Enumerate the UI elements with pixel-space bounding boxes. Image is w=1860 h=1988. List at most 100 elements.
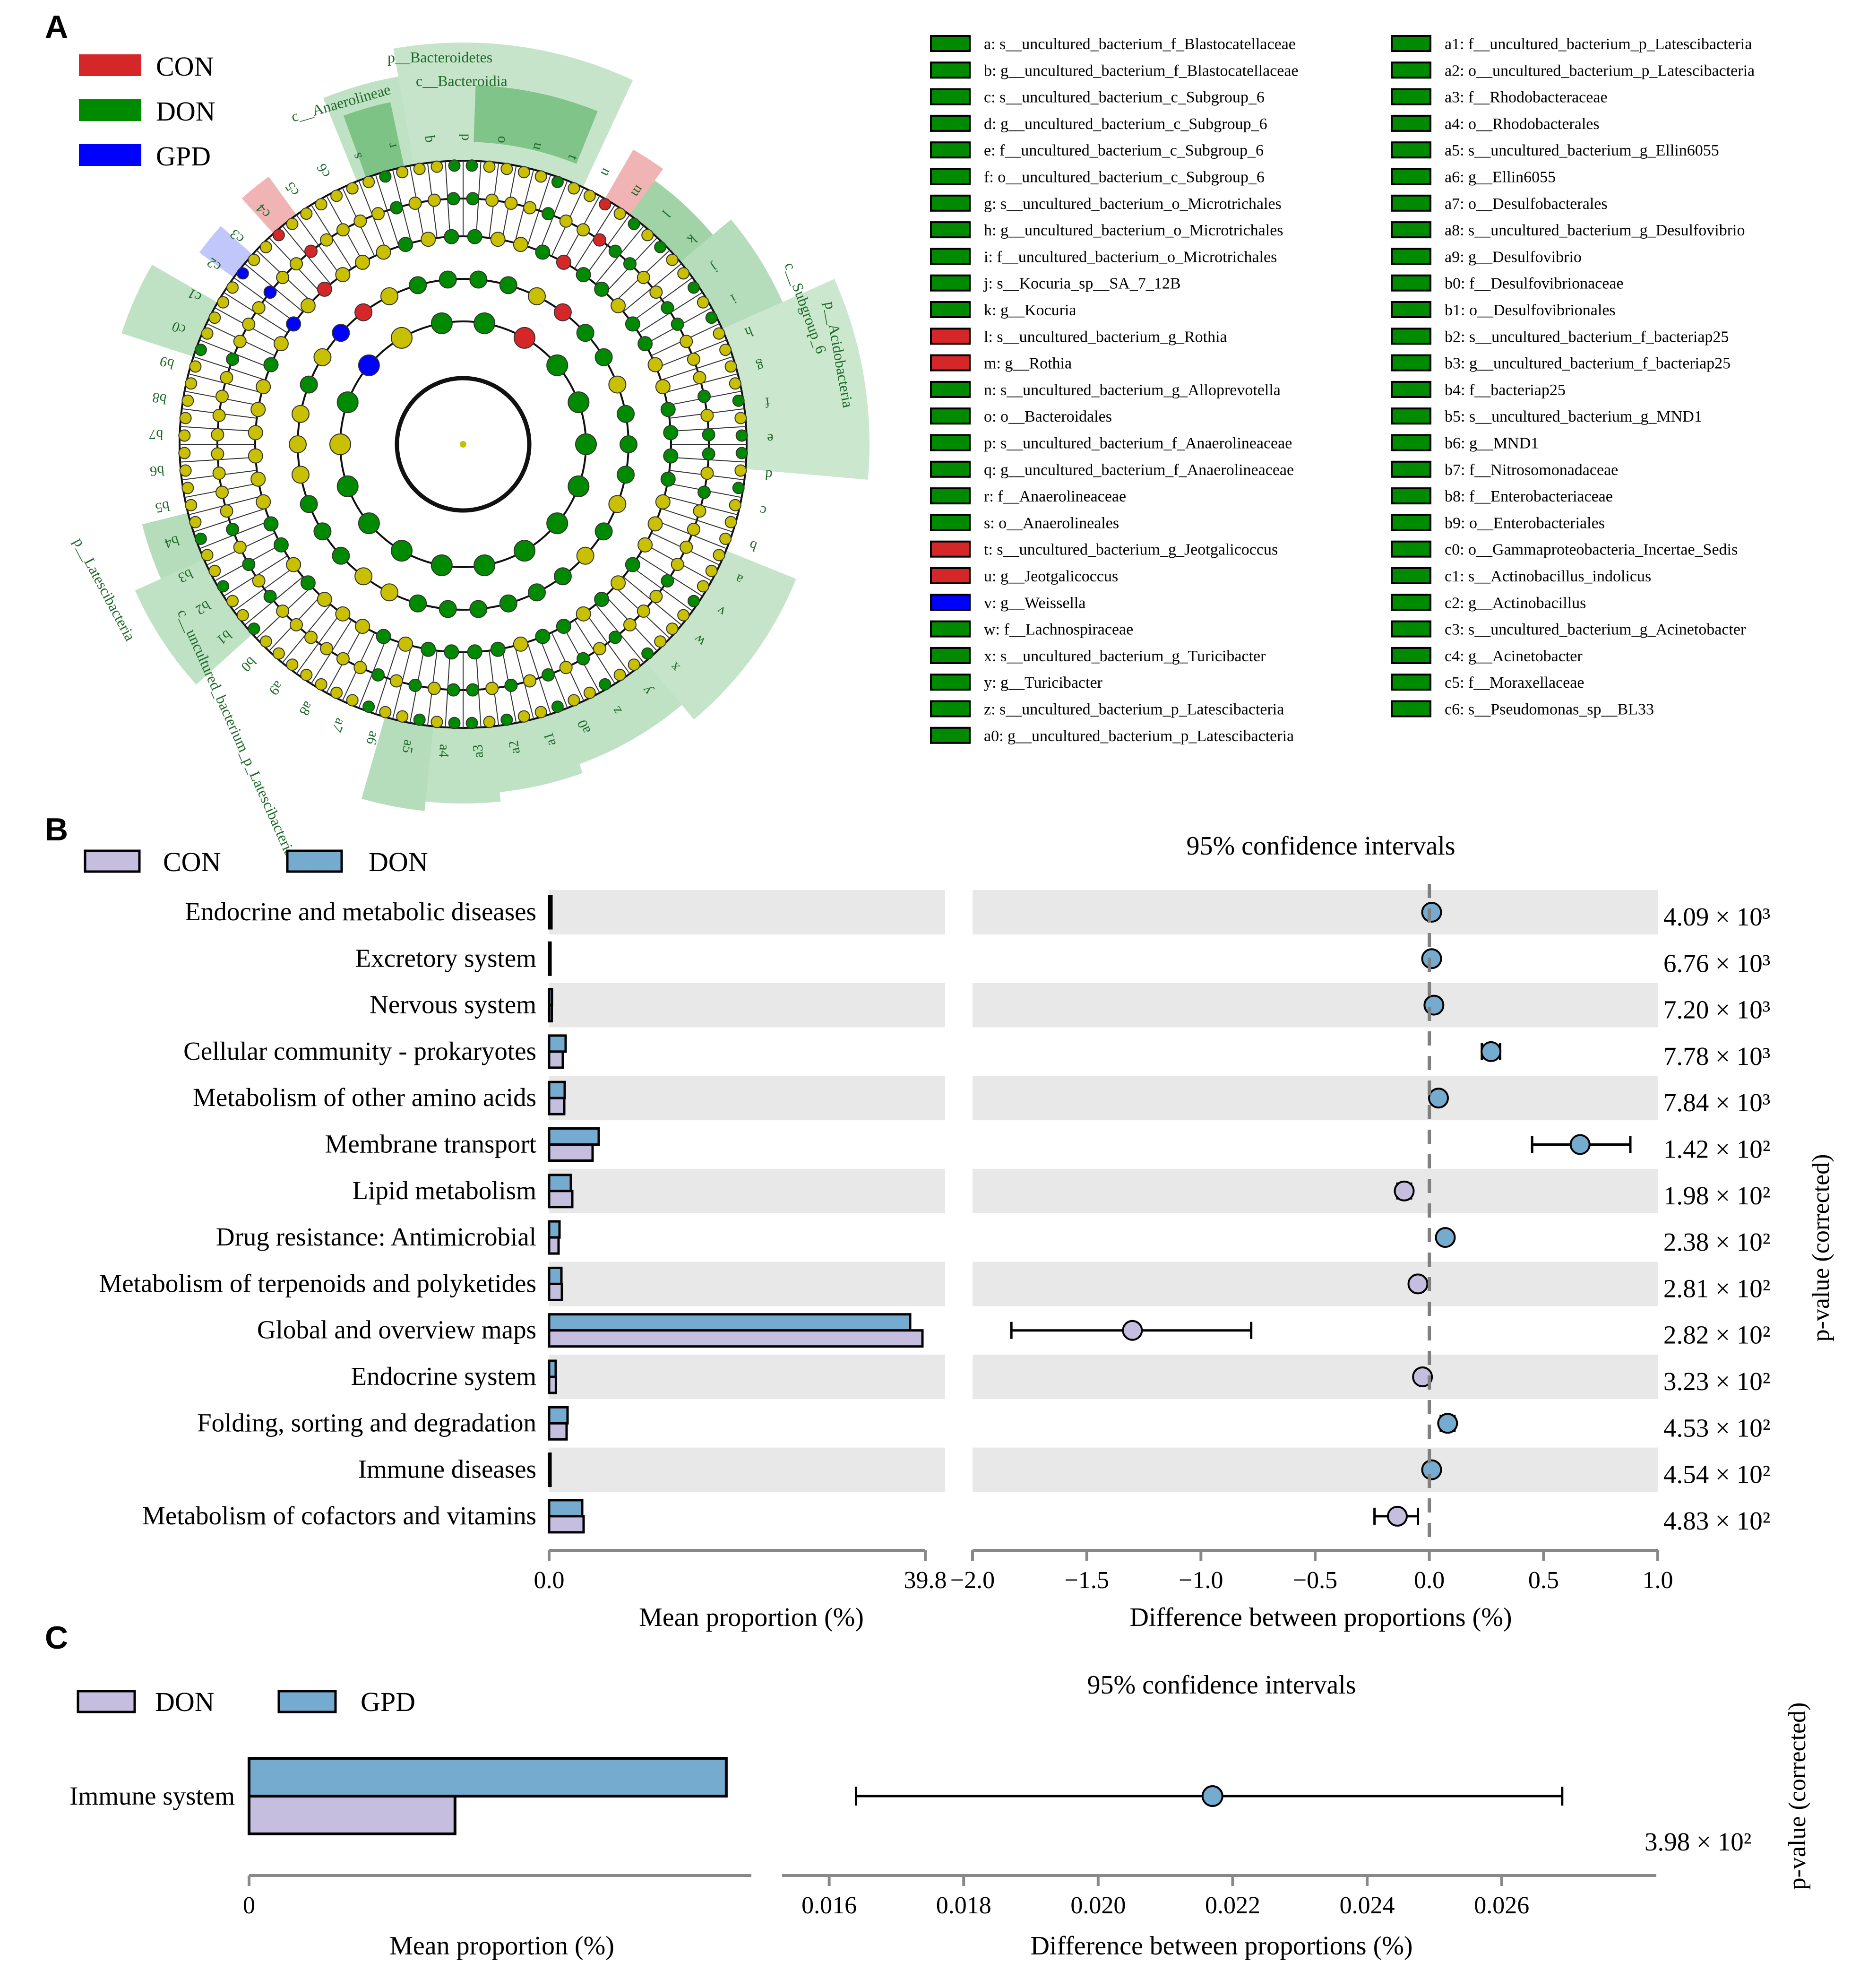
taxa-legend-label: r: f__Anaerolineaceae	[984, 488, 1126, 505]
cladogram-node	[724, 516, 737, 528]
cladogram-node	[389, 674, 403, 688]
cladogram-node	[217, 296, 230, 309]
cladogram-node	[637, 336, 653, 352]
cladogram-spoke	[661, 508, 733, 533]
category-label: Metabolism of other amino acids	[193, 1083, 536, 1112]
cladogram-node	[577, 223, 590, 237]
cladogram-node	[735, 429, 748, 442]
cladogram-node	[286, 217, 299, 230]
taxa-legend-label: k: g__Kocuria	[984, 302, 1076, 319]
panel-c-ci-title: 95% confidence intervals	[1087, 1670, 1356, 1700]
bar-con	[548, 1515, 585, 1534]
cladogram-node	[233, 335, 247, 348]
row-band	[973, 1447, 1658, 1492]
cladogram-node	[654, 635, 667, 648]
taxa-legend-item: c3: s__uncultured_bacterium_g_Acinetobac…	[1391, 620, 1746, 639]
legend-don: DON	[79, 96, 215, 127]
cladogram: srq p outnmlkjihgfedcbavwxyza0a1a2a3a4a5a6…	[70, 43, 870, 859]
taxa-legend-swatch	[930, 514, 971, 531]
cladogram-node	[608, 375, 627, 394]
cladogram-node	[705, 564, 718, 577]
taxa-legend-label: b1: o__Desulfovibrionales	[1445, 302, 1616, 319]
cladogram-node	[593, 642, 606, 656]
cladogram-spoke	[527, 174, 551, 247]
panel-b-axes: 0.0 39.8 −2.0 −1.5 −1.0 −0.5 0.0 0.5 1.0	[534, 1549, 1673, 1594]
cladogram-node	[263, 357, 279, 372]
cladogram-node	[719, 344, 732, 356]
taxa-legend-swatch	[1391, 674, 1431, 691]
cladogram-node	[513, 636, 528, 652]
taxa-legend-swatch	[930, 248, 971, 265]
taxa-legend-label: c1: s__Actinobacillus_indolicus	[1445, 568, 1651, 585]
cladogram-node	[286, 557, 301, 572]
legend-gpd-label: GPD	[156, 141, 211, 172]
cladogram-ring-letter: c	[758, 502, 768, 519]
taxa-legend-label: o: o__Bacteroidales	[984, 408, 1112, 425]
bar-con	[548, 1375, 557, 1394]
taxa-legend-swatch	[1391, 248, 1431, 265]
pvalue-label: 7.78 × 10³	[1663, 1042, 1770, 1071]
cladogram-node	[448, 159, 461, 172]
cladogram-node	[286, 658, 299, 671]
cladogram-ring-letter: b8	[151, 389, 168, 407]
taxa-legend-label: g: s__uncultured_bacterium_o_Microtricha…	[984, 195, 1282, 213]
cladogram-node	[259, 635, 272, 648]
cladogram-node	[466, 683, 480, 697]
category-label: Endocrine and metabolic diseases	[185, 897, 536, 926]
cladogram-node	[500, 163, 513, 175]
cladogram-node	[194, 532, 207, 545]
cladogram-node	[226, 353, 240, 366]
pvalue-label: 2.82 × 10²	[1663, 1321, 1770, 1349]
taxa-legend-swatch	[930, 540, 971, 558]
cladogram-node	[300, 375, 318, 394]
cladogram-node	[641, 229, 654, 242]
legend-c-gpd-label: GPD	[361, 1686, 415, 1717]
cladogram-node	[330, 190, 343, 202]
taxa-legend-swatch	[930, 407, 971, 425]
cladogram-node	[212, 408, 226, 422]
row-band	[549, 1262, 945, 1306]
panel-b-pvalues: 4.09 × 10³ 6.76 × 10³ 7.20 × 10³ 7.78 × 10³…	[1663, 902, 1770, 1535]
cladogram-node	[358, 354, 380, 376]
cladogram-node	[396, 710, 409, 723]
cladogram-node	[611, 575, 626, 591]
taxa-legend-swatch	[930, 647, 971, 664]
cladogram-node	[724, 360, 737, 373]
cladogram-node	[576, 546, 594, 565]
taxa-legend-label: u: g__Jeotgalicoccus	[984, 568, 1118, 585]
cladogram-node	[252, 574, 266, 588]
cladogram-node	[734, 464, 747, 477]
cladogram-node	[729, 377, 741, 390]
cladogram-node	[613, 668, 626, 681]
clade-sector-acidobacteria	[722, 279, 870, 480]
cladogram-node	[320, 642, 334, 656]
row-band	[549, 1355, 945, 1399]
panel-c-left-xlabel: Mean proportion (%)	[389, 1931, 614, 1961]
taxa-legend-swatch	[1391, 460, 1431, 478]
taxa-legend-swatch	[1391, 567, 1431, 584]
taxa-legend-swatch	[930, 726, 971, 744]
cladogram-node	[483, 716, 496, 728]
taxa-legend-label: w: f__Lachnospiraceae	[984, 621, 1133, 639]
taxa-legend-label: b8: f__Enterobacteriaceae	[1445, 488, 1613, 505]
cladogram-node	[575, 433, 597, 455]
cladogram-node	[641, 647, 654, 660]
taxa-legend-swatch	[930, 168, 971, 185]
taxa-legend-label: b0: f__Desulfovibrionaceae	[1445, 275, 1624, 293]
cladogram-node	[226, 522, 240, 536]
cladogram-node	[376, 244, 391, 260]
taxa-legend-label: b7: f__Nitrosomonadaceae	[1445, 461, 1618, 479]
taxa-legend-item: a4: o__Rhodobacterales	[1391, 114, 1600, 133]
clade-sector-lachnospiraceae	[121, 265, 218, 357]
cladogram-node	[500, 713, 513, 726]
cladogram-node	[332, 546, 350, 565]
cladogram-node	[599, 678, 611, 691]
taxa-legend-swatch	[1391, 328, 1431, 345]
category-label: Immune system	[69, 1781, 235, 1810]
taxa-legend-label: j: s__Kocuria_sp__SA_7_12B	[983, 275, 1181, 293]
taxa-legend-item: c5: f__Moraxellaceae	[1391, 674, 1584, 691]
taxa-legend-item: p: s__uncultured_bacterium_f_Anaerolinea…	[930, 434, 1292, 452]
taxa-legend-label: c3: s__uncultured_bacterium_g_Acinetobac…	[1445, 621, 1746, 639]
row-band	[973, 1168, 1658, 1213]
taxa-legend-item: j: s__Kocuria_sp__SA_7_12B	[930, 274, 1181, 293]
